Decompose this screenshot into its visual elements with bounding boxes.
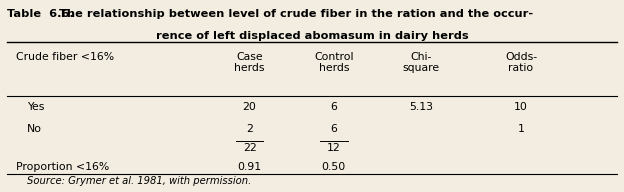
Text: 5.13: 5.13 [409, 102, 433, 112]
Text: 10: 10 [514, 102, 528, 112]
Text: Yes: Yes [27, 102, 44, 112]
Text: Odds-
ratio: Odds- ratio [505, 52, 537, 74]
Text: Proportion <16%: Proportion <16% [16, 162, 109, 172]
Text: 6: 6 [330, 102, 338, 112]
Text: 22: 22 [243, 143, 256, 153]
Text: No: No [27, 124, 42, 134]
Text: 20: 20 [243, 102, 256, 112]
Text: Crude fiber <16%: Crude fiber <16% [16, 52, 114, 62]
Text: Case
herds: Case herds [235, 52, 265, 74]
Text: 2: 2 [246, 124, 253, 134]
Text: The relationship between level of crude fiber in the ration and the occur-: The relationship between level of crude … [59, 9, 534, 19]
Text: 1: 1 [517, 124, 525, 134]
Text: Source: Grymer et al. 1981, with permission.: Source: Grymer et al. 1981, with permiss… [27, 176, 251, 186]
Text: rence of left displaced abomasum in dairy herds: rence of left displaced abomasum in dair… [155, 31, 469, 41]
Text: 0.50: 0.50 [322, 162, 346, 172]
Text: Table  6.6.: Table 6.6. [7, 9, 74, 19]
Text: Chi-
square: Chi- square [402, 52, 440, 74]
Text: Control
herds: Control herds [314, 52, 354, 74]
Text: 6: 6 [330, 124, 338, 134]
Text: 12: 12 [327, 143, 341, 153]
Text: 0.91: 0.91 [238, 162, 261, 172]
